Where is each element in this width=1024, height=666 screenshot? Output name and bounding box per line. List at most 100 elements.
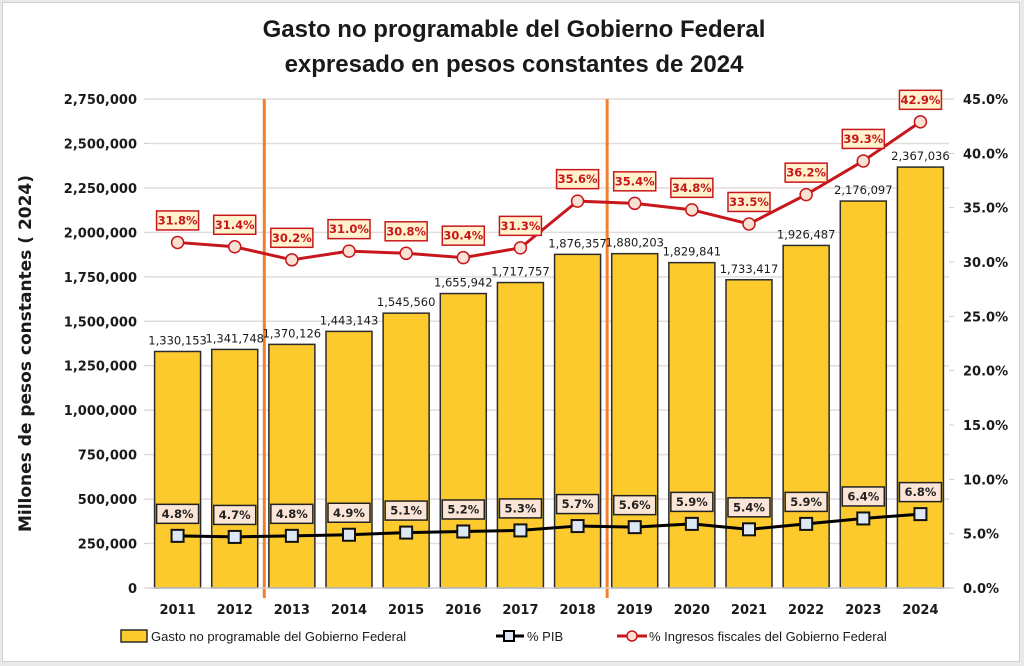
ingresos-marker xyxy=(285,253,299,267)
y2-tick-label: 30.0% xyxy=(963,256,1008,271)
ingresos-marker xyxy=(913,115,928,129)
chart-subtitle: expresado en pesos constantes de 2024 xyxy=(285,51,745,78)
data-label: 42.9% xyxy=(900,93,940,107)
x-tick-label: 2011 xyxy=(159,603,195,618)
y2-tick-label: 20.0% xyxy=(963,365,1008,380)
bar-2023 xyxy=(839,200,888,589)
data-label-box xyxy=(727,191,771,213)
pib-marker xyxy=(227,529,242,544)
legend-bar-label: Gasto no programable del Gobierno Federa… xyxy=(151,629,406,644)
y-tick-label: 250,000 xyxy=(78,538,137,553)
y-tick-label: 500,000 xyxy=(78,493,137,508)
data-label: 6.4% xyxy=(847,489,879,503)
x-tick-label: 2024 xyxy=(902,603,938,618)
x-tick-label: 2022 xyxy=(788,603,824,618)
legend-ingresos-marker xyxy=(626,630,638,642)
bar-2012 xyxy=(210,348,259,589)
data-label: 4.9% xyxy=(333,506,365,520)
ingresos-marker xyxy=(856,154,871,168)
x-tick-label: 2016 xyxy=(445,603,481,618)
bar-value-label: 1,733,417 xyxy=(720,262,779,276)
data-label: 5.3% xyxy=(504,501,536,515)
y-tick-label: 1,500,000 xyxy=(64,315,137,330)
chart-canvas: Gasto no programable del Gobierno Federa… xyxy=(16,16,1008,644)
bar-2017 xyxy=(496,281,545,589)
legend-pib-label: % PIB xyxy=(527,629,563,644)
y-tick-label: 1,000,000 xyxy=(64,404,137,419)
data-label-box xyxy=(498,215,543,237)
data-label: 35.6% xyxy=(558,172,598,186)
bar-2021 xyxy=(725,279,773,589)
pib-marker xyxy=(570,519,585,534)
data-label: 5.2% xyxy=(447,502,479,516)
pib-marker xyxy=(342,527,356,542)
bar-2018 xyxy=(553,253,602,589)
bar-value-label: 1,926,487 xyxy=(777,227,836,241)
data-label-box xyxy=(841,486,886,507)
x-tick-label: 2012 xyxy=(217,603,253,618)
ingresos-marker xyxy=(170,235,185,250)
data-label: 30.4% xyxy=(443,229,483,243)
ingresos-marker xyxy=(399,246,413,261)
pib-marker xyxy=(170,528,185,543)
legend-pib-marker xyxy=(503,630,515,642)
data-label-box xyxy=(841,128,886,150)
y-tick-label: 750,000 xyxy=(78,449,137,464)
pib-marker xyxy=(627,520,642,535)
ingresos-marker xyxy=(685,203,699,217)
chart-title: Gasto no programable del Gobierno Federa… xyxy=(263,16,766,43)
pib-marker xyxy=(684,516,699,531)
line-ingresos xyxy=(177,120,922,262)
data-label: 39.3% xyxy=(843,132,883,146)
data-label-box xyxy=(670,491,714,513)
axes: 0 250,000 500,000 750,000 1,000,000 1,250,000… xyxy=(64,93,1008,618)
bar-value-label: 1,880,203 xyxy=(605,236,664,250)
data-label: 5.9% xyxy=(790,495,822,509)
pib-marker xyxy=(799,516,814,531)
data-label: 34.8% xyxy=(672,181,712,195)
data-label-box xyxy=(898,481,943,503)
y2-tick-label: 10.0% xyxy=(963,473,1008,488)
ingresos-marker xyxy=(742,217,756,231)
pib-marker xyxy=(742,522,756,537)
pib-marker xyxy=(513,523,528,538)
ingresos-marker xyxy=(570,194,585,208)
data-label: 30.2% xyxy=(272,231,312,245)
data-label-box xyxy=(555,168,600,190)
data-label-box xyxy=(441,225,486,246)
data-label: 5.1% xyxy=(390,504,422,518)
data-label: 5.7% xyxy=(562,497,594,511)
pib-marker xyxy=(913,507,928,522)
data-label: 6.8% xyxy=(904,485,936,499)
data-label-box xyxy=(441,499,486,520)
data-label: 31.8% xyxy=(158,213,198,227)
data-label-box xyxy=(212,214,257,236)
data-label-box xyxy=(498,498,543,519)
data-label: 31.3% xyxy=(500,219,540,233)
data-label-box xyxy=(898,89,943,111)
ingresos-marker xyxy=(456,250,471,265)
bar-value-label: 1,655,942 xyxy=(434,276,493,290)
bar-2024 xyxy=(896,166,945,589)
bar-value-label: 1,717,757 xyxy=(491,265,550,279)
data-label-box xyxy=(155,503,200,525)
ingresos-marker xyxy=(513,241,528,255)
x-tick-label: 2020 xyxy=(674,603,710,618)
data-label: 4.7% xyxy=(219,508,251,522)
data-label-box xyxy=(270,227,314,249)
bar-2022 xyxy=(782,244,830,589)
bar-2013 xyxy=(268,343,316,589)
data-label-box xyxy=(612,494,657,516)
y2-tick-label: 35.0% xyxy=(963,202,1008,217)
bar-value-label: 2,367,036 xyxy=(891,149,950,163)
pib-marker xyxy=(399,525,414,540)
y-tick-label: 2,750,000 xyxy=(64,93,137,108)
legend-bar-swatch xyxy=(120,629,148,643)
bar-value-label: 1,443,143 xyxy=(320,313,379,327)
data-label: 5.4% xyxy=(733,500,765,514)
x-tick-label: 2015 xyxy=(388,603,424,618)
data-label: 33.5% xyxy=(729,195,769,209)
bar-value-label: 1,829,841 xyxy=(663,245,722,259)
